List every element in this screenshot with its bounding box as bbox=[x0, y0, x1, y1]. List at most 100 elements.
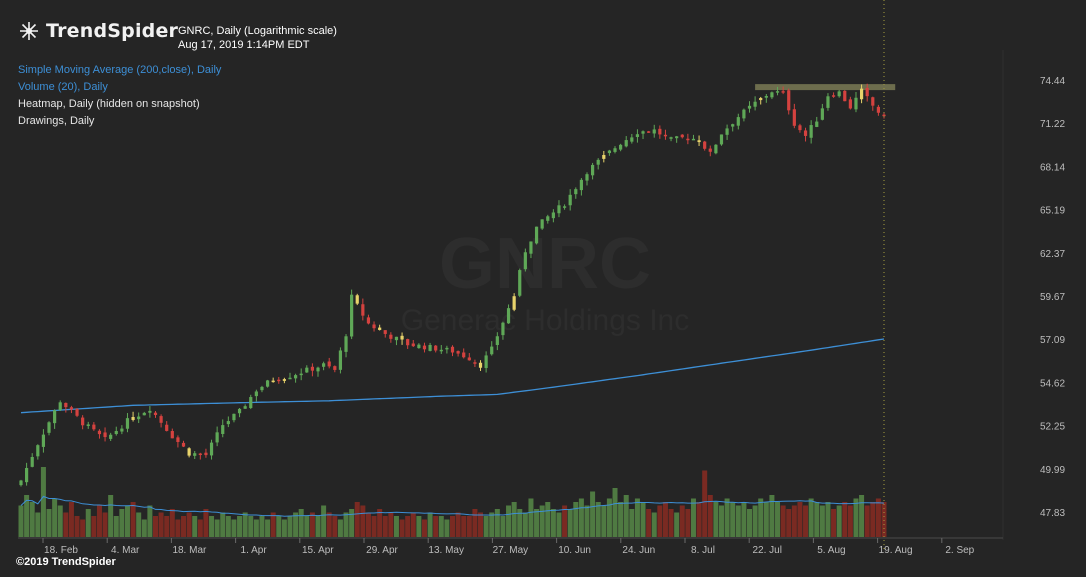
candle bbox=[843, 90, 847, 102]
candle bbox=[635, 129, 640, 143]
volume-bar bbox=[298, 509, 304, 537]
volume-bar bbox=[203, 509, 209, 537]
price-tick-label: 49.99 bbox=[1040, 465, 1065, 476]
volume-bar bbox=[831, 509, 837, 537]
volume-bar bbox=[399, 519, 405, 537]
volume-bar bbox=[612, 488, 618, 537]
volume-bar bbox=[192, 516, 198, 537]
volume-bar bbox=[405, 516, 411, 537]
candle bbox=[579, 178, 583, 196]
candle bbox=[854, 91, 858, 113]
candle bbox=[428, 342, 432, 352]
volume-bar bbox=[763, 502, 769, 537]
candle bbox=[322, 361, 326, 371]
volume-bar bbox=[747, 509, 753, 537]
candle bbox=[249, 394, 253, 410]
indicator-drawings[interactable]: Drawings, Daily bbox=[18, 115, 95, 127]
candle bbox=[865, 83, 869, 102]
volume-bar bbox=[164, 516, 170, 537]
candle bbox=[523, 248, 527, 272]
candle bbox=[411, 340, 415, 348]
candle bbox=[792, 103, 796, 129]
volume-bar bbox=[321, 505, 327, 537]
volume-bar bbox=[186, 512, 192, 537]
candle bbox=[64, 402, 68, 413]
time-tick-label: 8. Jul bbox=[691, 545, 715, 556]
volume-average-line bbox=[20, 495, 885, 517]
candle bbox=[165, 421, 169, 432]
volume-bar bbox=[847, 505, 853, 537]
volume-bar bbox=[786, 509, 792, 537]
candle bbox=[753, 96, 757, 111]
indicator-sma[interactable]: Simple Moving Average (200,close), Daily bbox=[18, 64, 222, 76]
candle bbox=[394, 336, 399, 346]
indicator-volume[interactable]: Volume (20), Daily bbox=[18, 81, 108, 93]
volume-bar bbox=[231, 519, 237, 537]
volume-bar bbox=[545, 502, 551, 537]
volume-bar bbox=[780, 505, 786, 537]
candle bbox=[282, 377, 286, 384]
volume-bar bbox=[225, 516, 231, 537]
price-tick-label: 68.14 bbox=[1040, 162, 1065, 173]
candle bbox=[473, 359, 477, 368]
time-tick-label: 19. Aug bbox=[879, 545, 913, 556]
candle bbox=[803, 127, 808, 142]
candle bbox=[540, 219, 544, 230]
candle bbox=[467, 353, 471, 361]
volume-bar bbox=[130, 502, 136, 537]
candle bbox=[663, 129, 668, 140]
volume-bar bbox=[775, 502, 781, 537]
volume-bar bbox=[461, 516, 467, 537]
candle bbox=[344, 334, 348, 358]
volume-bar bbox=[573, 502, 579, 537]
volume-bar bbox=[690, 498, 696, 537]
volume-bar bbox=[343, 512, 349, 537]
candle bbox=[831, 92, 836, 98]
volume-bar bbox=[707, 495, 713, 537]
indicator-heatmap[interactable]: Heatmap, Daily (hidden on snapshot) bbox=[18, 98, 200, 110]
volume-bar bbox=[119, 509, 125, 537]
candle bbox=[731, 123, 735, 132]
volume-bar bbox=[629, 509, 635, 537]
candle bbox=[882, 112, 886, 119]
candle bbox=[372, 321, 376, 332]
volume-bar bbox=[433, 516, 439, 537]
candle bbox=[310, 363, 315, 377]
snapshot-timestamp: Aug 17, 2019 1:14PM EDT bbox=[178, 39, 310, 51]
candle bbox=[327, 357, 331, 369]
candle bbox=[137, 412, 141, 424]
candle bbox=[562, 204, 567, 210]
candle bbox=[92, 422, 96, 431]
candle bbox=[736, 113, 740, 130]
candlesticks bbox=[19, 83, 886, 487]
candle bbox=[193, 451, 197, 460]
time-tick-label: 27. May bbox=[493, 545, 529, 556]
candle bbox=[574, 187, 578, 199]
candle bbox=[557, 200, 561, 218]
candle bbox=[198, 452, 202, 460]
volume-bar bbox=[803, 505, 809, 537]
volume-bar bbox=[590, 491, 596, 537]
volume-bar bbox=[108, 495, 114, 537]
volume-bar bbox=[735, 505, 741, 537]
volume-bar bbox=[472, 509, 478, 537]
candle bbox=[619, 143, 623, 152]
volume-bar bbox=[730, 502, 736, 537]
price-tick-label: 65.19 bbox=[1040, 206, 1065, 217]
candle bbox=[406, 338, 410, 349]
candle bbox=[181, 440, 186, 448]
candle bbox=[316, 366, 320, 377]
candle bbox=[439, 345, 443, 354]
candle bbox=[652, 124, 656, 138]
volume-bar bbox=[29, 502, 35, 537]
candle bbox=[305, 365, 309, 373]
volume-bar bbox=[377, 509, 383, 537]
price-tick-label: 71.22 bbox=[1040, 119, 1065, 130]
candle bbox=[361, 298, 365, 321]
volume-bar bbox=[668, 509, 674, 537]
volume-bar bbox=[814, 502, 820, 537]
time-tick-label: 18. Mar bbox=[172, 545, 207, 556]
price-tick-label: 57.09 bbox=[1040, 335, 1065, 346]
time-tick-label: 29. Apr bbox=[366, 545, 398, 556]
